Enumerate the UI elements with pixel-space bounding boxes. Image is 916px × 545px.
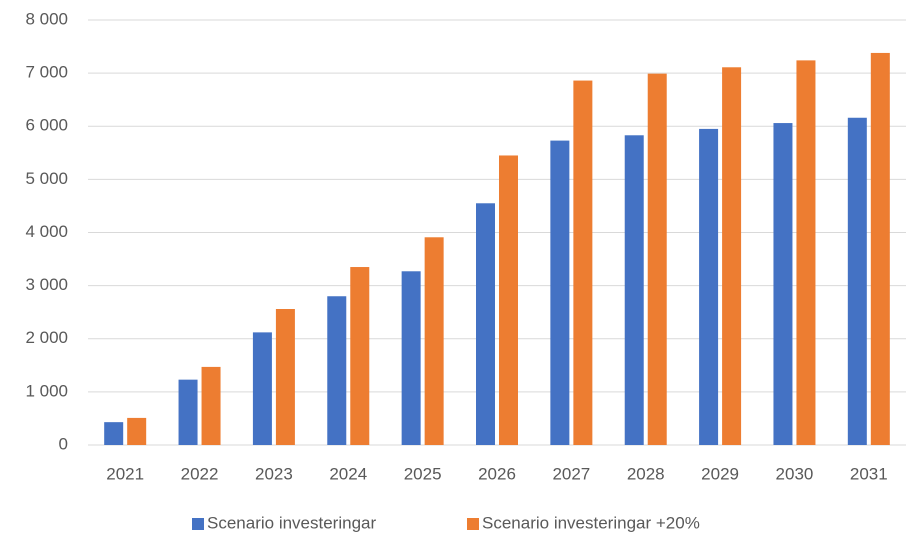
- y-tick-label: 1 000: [25, 381, 68, 400]
- bar: [275, 309, 295, 445]
- x-tick-label: 2027: [552, 464, 590, 483]
- bar: [870, 52, 890, 445]
- legend-swatch: [192, 518, 204, 530]
- bar: [104, 422, 124, 445]
- y-tick-label: 0: [59, 434, 68, 453]
- bar: [476, 203, 495, 445]
- bar: [127, 417, 147, 445]
- bar: [350, 267, 370, 445]
- y-tick-label: 3 000: [25, 275, 68, 294]
- x-tick-label: 2025: [404, 464, 442, 483]
- bar: [796, 60, 816, 445]
- bar: [722, 67, 742, 445]
- bar: [624, 135, 644, 445]
- bar: [699, 128, 719, 445]
- x-tick-label: 2024: [329, 464, 367, 483]
- bar: [550, 140, 570, 445]
- x-tick-label: 2021: [106, 464, 144, 483]
- legend-label: Scenario investeringar: [207, 513, 376, 532]
- legend-swatch: [467, 518, 479, 530]
- bar: [424, 237, 444, 445]
- y-tick-label: 8 000: [25, 9, 68, 28]
- bar: [847, 117, 867, 445]
- y-tick-label: 7 000: [25, 63, 68, 82]
- x-tick-label: 2022: [181, 464, 219, 483]
- y-tick-label: 5 000: [25, 169, 68, 188]
- y-tick-label: 4 000: [25, 222, 68, 241]
- bar: [201, 366, 221, 445]
- bar: [401, 271, 421, 445]
- x-tick-label: 2028: [627, 464, 665, 483]
- y-tick-label: 2 000: [25, 328, 68, 347]
- x-tick-label: 2029: [701, 464, 739, 483]
- bar: [773, 123, 793, 445]
- bar: [573, 80, 593, 445]
- x-tick-label: 2026: [478, 464, 516, 483]
- bar: [499, 155, 518, 445]
- bar: [178, 379, 198, 445]
- bar: [252, 332, 272, 445]
- bar: [647, 73, 667, 445]
- x-tick-label: 2023: [255, 464, 293, 483]
- y-tick-label: 6 000: [25, 116, 68, 135]
- x-tick-label: 2031: [850, 464, 888, 483]
- legend-label: Scenario investeringar +20%: [482, 513, 700, 532]
- bar: [327, 296, 347, 445]
- x-tick-label: 2030: [776, 464, 814, 483]
